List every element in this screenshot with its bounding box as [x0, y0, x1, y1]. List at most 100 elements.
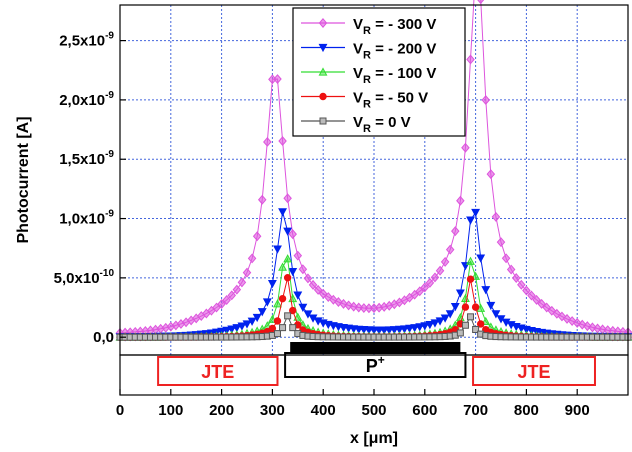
data-point [466, 256, 475, 265]
data-point [313, 284, 323, 295]
data-point [430, 319, 440, 328]
data-point [472, 326, 480, 334]
data-point [318, 43, 328, 53]
data-point [405, 324, 414, 334]
data-point [303, 310, 313, 319]
data-point [542, 302, 551, 313]
data-point [420, 282, 430, 293]
data-point [283, 274, 292, 282]
legend-label: VR = - 100 V [353, 65, 436, 86]
y-axis-title: Photocurrent [A] [15, 116, 32, 243]
data-point [263, 136, 272, 147]
data-point [257, 308, 267, 317]
data-point [562, 313, 572, 324]
data-point [217, 299, 226, 309]
data-point [456, 329, 464, 337]
data-point [476, 254, 486, 263]
data-point [430, 272, 440, 283]
data-point [222, 326, 232, 336]
data-point [303, 273, 313, 284]
data-point [374, 326, 384, 335]
data-point [278, 136, 287, 147]
jte-right-label: JTE [518, 362, 551, 382]
data-point [318, 67, 328, 76]
x-axis-title: x [μm] [350, 430, 398, 447]
data-point [532, 294, 541, 305]
data-point [445, 310, 455, 319]
data-point [506, 264, 516, 275]
data-point [318, 18, 328, 28]
y-tick-label: 2,5x10-9 [59, 31, 114, 50]
y-tick-label: 0,0 [93, 329, 114, 346]
data-point [242, 267, 252, 278]
data-point [212, 302, 221, 313]
data-point [456, 195, 465, 206]
p-plus-region [284, 352, 467, 378]
data-point [517, 279, 526, 290]
data-point [278, 208, 287, 217]
data-point [384, 326, 394, 335]
data-point [461, 142, 470, 153]
data-point [522, 285, 531, 296]
data-point [425, 277, 435, 288]
x-tick-label: 0 [116, 402, 124, 419]
data-point [298, 264, 308, 275]
data-point [467, 313, 475, 321]
data-point [344, 300, 353, 311]
x-tick-label: 900 [565, 402, 590, 419]
data-point [293, 250, 303, 261]
data-point [379, 326, 389, 335]
data-point [273, 74, 282, 85]
data-point [501, 253, 511, 264]
data-point [415, 323, 425, 332]
data-point [440, 256, 450, 267]
data-point [491, 211, 501, 222]
data-point [450, 303, 460, 312]
data-point [415, 286, 424, 297]
data-point [232, 324, 242, 333]
data-point [247, 317, 257, 326]
data-point [329, 294, 338, 305]
data-point [289, 324, 297, 332]
data-point [222, 295, 231, 305]
data-point [481, 95, 491, 105]
p-plus-label: P+ [366, 353, 385, 376]
data-point [486, 301, 496, 311]
data-point [547, 305, 557, 316]
data-point [410, 324, 420, 333]
data-point [451, 226, 460, 237]
data-point [339, 298, 348, 309]
y-tick-label: 5,0x10-10 [54, 268, 115, 287]
data-point [583, 321, 592, 332]
data-point [511, 273, 521, 283]
data-point [283, 193, 292, 204]
data-point [289, 306, 297, 315]
data-point [435, 265, 445, 276]
data-point [237, 277, 247, 288]
series-0 [115, 0, 632, 338]
data-point [420, 322, 430, 331]
data-point [293, 291, 303, 300]
data-point [527, 290, 536, 301]
data-point [278, 262, 287, 271]
data-point [461, 303, 470, 311]
data-point [288, 267, 298, 277]
data-point [298, 303, 308, 312]
data-point [445, 244, 455, 255]
legend-label: VR = - 50 V [353, 90, 428, 111]
data-point [476, 320, 485, 328]
data-point [273, 330, 281, 338]
data-point [496, 237, 506, 248]
data-point [257, 194, 267, 205]
data-point [486, 169, 496, 180]
x-tick-label: 400 [311, 402, 336, 419]
data-point [481, 286, 491, 295]
data-point [267, 280, 277, 289]
series-4 [116, 312, 632, 341]
data-point [279, 324, 287, 332]
data-point [262, 298, 272, 307]
data-point [308, 279, 318, 290]
data-point [227, 290, 237, 301]
x-tick-label: 800 [514, 402, 539, 419]
